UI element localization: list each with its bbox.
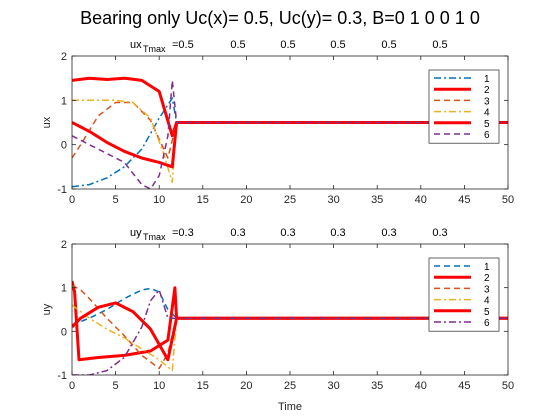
legend-label: 6 [484,318,490,329]
x-tick-label: 50 [502,380,514,392]
series-line-4 [72,304,508,372]
annotation-value: =0.5 [172,39,194,51]
x-tick-label: 25 [284,194,296,206]
series-line-6 [72,289,508,375]
y-axis-label: ux [41,116,53,128]
figure-title: Bearing only Uc(x)= 0.5, Uc(y)= 0.3, B=0… [80,8,480,28]
legend-label: 6 [484,130,490,141]
x-tick-label: 40 [415,194,427,206]
legend-label: 2 [484,273,490,284]
y-tick-label: 1 [61,95,67,107]
y-axis-label: uy [41,303,53,315]
series-line-5 [72,301,508,362]
annotation-prefix: uy [130,227,142,239]
annotation-value: 0.3 [230,227,245,239]
x-tick-label: 10 [153,194,165,206]
annotation-value: 0.3 [432,227,447,239]
legend-label: 2 [484,85,490,96]
x-tick-label: 45 [458,380,470,392]
y-tick-label: 1 [61,283,67,295]
annotation-value: 0.3 [330,227,345,239]
x-axis-label: Time [278,401,302,413]
series-line-1 [72,97,508,188]
annotation-value: 0.5 [381,39,396,51]
x-tick-label: 15 [197,380,209,392]
x-tick-label: 30 [327,194,339,206]
x-tick-label: 50 [502,194,514,206]
x-tick-label: 5 [113,194,119,206]
x-tick-label: 0 [69,194,75,206]
legend-label: 4 [484,108,490,119]
annotation-subscript: Tmax [143,44,166,54]
x-tick-label: 35 [371,380,383,392]
x-tick-label: 40 [415,380,427,392]
series-group [72,280,508,375]
x-tick-label: 20 [240,194,252,206]
y-tick-label: 2 [61,51,67,63]
legend-box [428,257,500,332]
series-line-2 [72,280,508,362]
legend-label: 3 [484,284,490,295]
y-tick-label: 0 [61,140,67,152]
x-tick-label: 10 [153,380,165,392]
legend-label: 5 [484,119,490,130]
series-line-6 [72,79,508,189]
series-line-3 [72,284,508,370]
legend-label: 3 [484,96,490,107]
series-group [72,76,508,189]
annotation-value: 0.3 [280,227,295,239]
legend-label: 5 [484,307,490,318]
legend-label: 4 [484,296,490,307]
legend-label: 1 [484,262,490,273]
x-tick-label: 25 [284,380,296,392]
legend-label: 1 [484,74,490,85]
y-tick-label: 2 [61,239,67,251]
annotation-value: 0.5 [330,39,345,51]
series-line-5 [72,121,508,169]
annotation-prefix: ux [130,39,142,51]
annotation-subscript: Tmax [143,232,166,242]
y-tick-label: -1 [57,184,67,196]
x-tick-label: 0 [69,380,75,392]
y-tick-label: -1 [57,370,67,382]
x-tick-label: 45 [458,194,470,206]
x-tick-label: 30 [327,380,339,392]
annotation-value: 0.3 [381,227,396,239]
legend-box [428,69,500,144]
x-tick-label: 5 [113,380,119,392]
annotation-value: =0.3 [172,227,194,239]
y-tick-label: 0 [61,326,67,338]
x-tick-label: 15 [197,194,209,206]
x-tick-label: 20 [240,380,252,392]
annotation-value: 0.5 [280,39,295,51]
annotation-value: 0.5 [432,39,447,51]
x-tick-label: 35 [371,194,383,206]
annotation-value: 0.5 [230,39,245,51]
